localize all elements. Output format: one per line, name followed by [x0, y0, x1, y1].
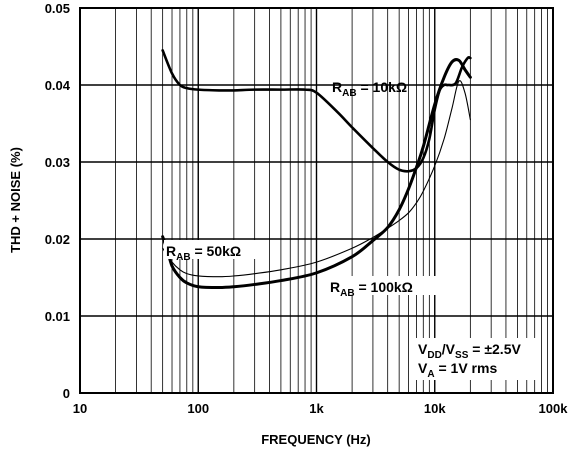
y-tick-label: 0 — [63, 386, 70, 401]
y-tick-label: 0.03 — [45, 155, 70, 170]
y-axis-title: THD + NOISE (%) — [8, 147, 23, 253]
y-tick-label: 0.02 — [45, 232, 70, 247]
curve-rab-50k — [162, 80, 471, 278]
x-tick-label: 100 — [187, 401, 209, 416]
condition-supply: VDD/VSS = ±2.5V — [418, 341, 521, 361]
condition-amplitude: VA = 1V rms — [418, 360, 497, 380]
x-tick-label: 1k — [309, 401, 324, 416]
x-tick-label: 10k — [424, 401, 446, 416]
y-tick-label: 0.01 — [45, 309, 70, 324]
y-tick-label: 0.04 — [45, 78, 71, 93]
label-rab-50k: RAB = 50kΩ — [166, 243, 241, 263]
tick-labels: 10 100 1k 10k 100k 0 0.01 0.02 0.03 0.04 0.05 — [45, 1, 569, 416]
label-rab-100k-bg — [328, 276, 440, 295]
curve-rab-100k — [161, 58, 472, 290]
conditions-bg — [414, 338, 540, 380]
x-axis-title: FREQUENCY (Hz) — [261, 432, 371, 447]
label-rab-10k: RAB = 10kΩ — [332, 79, 407, 99]
curve-rab-10k — [161, 49, 472, 173]
label-rab-50k-bg — [164, 240, 268, 259]
y-tick-label: 0.05 — [45, 1, 70, 16]
grid — [80, 8, 553, 393]
x-tick-label: 100k — [539, 401, 569, 416]
label-rab-100k: RAB = 100kΩ — [330, 279, 413, 299]
x-tick-label: 10 — [73, 401, 87, 416]
plot-frame — [79, 7, 554, 394]
curves — [161, 49, 472, 290]
